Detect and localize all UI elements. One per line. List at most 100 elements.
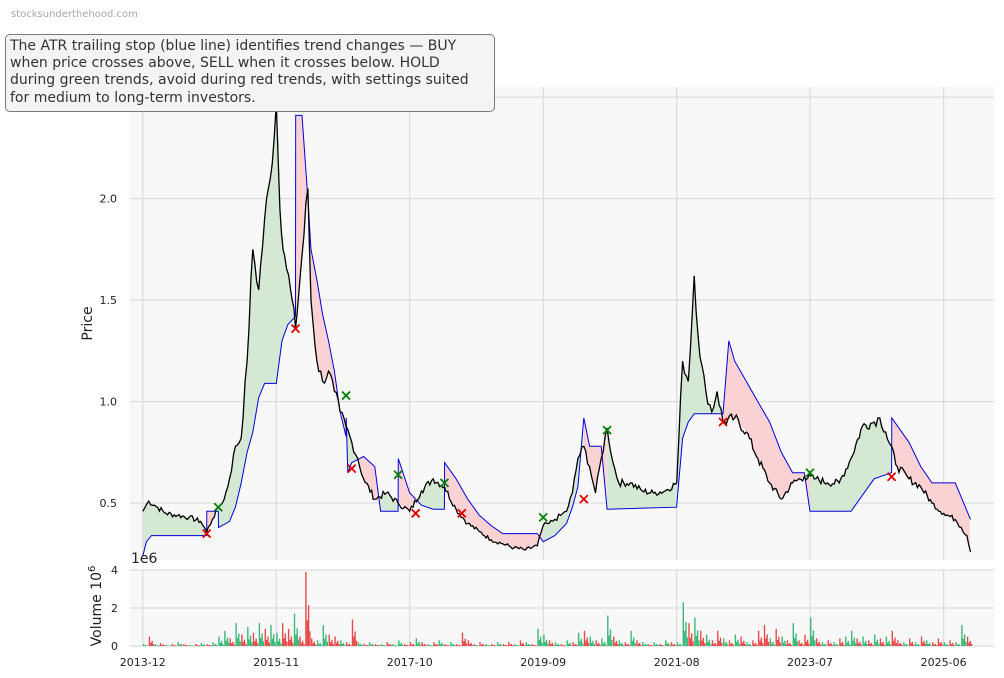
volume-bar <box>713 644 715 646</box>
volume-bar <box>146 645 149 647</box>
volume-bar <box>505 645 507 646</box>
volume-bar <box>303 644 305 646</box>
volume-bar <box>696 630 699 646</box>
volume-bar <box>654 644 657 646</box>
volume-bar <box>183 644 185 646</box>
volume-bar <box>187 645 189 647</box>
volume-bar <box>195 644 197 646</box>
volume-bar <box>924 644 927 646</box>
volume-bar <box>370 644 372 646</box>
volume-bar <box>460 645 462 647</box>
volume-bar <box>450 642 452 646</box>
volume-bar <box>881 643 883 646</box>
volume-bar <box>492 645 494 646</box>
volume-bar <box>289 640 291 646</box>
volume-bar <box>656 643 658 646</box>
volume-bar <box>523 644 526 646</box>
volume-bar <box>833 642 835 646</box>
uptrend-fill <box>607 282 723 510</box>
volume-bar <box>425 645 427 646</box>
volume-bar <box>586 637 588 646</box>
volume-bar <box>439 644 442 646</box>
volume-bar <box>702 637 704 646</box>
series-lines <box>142 103 972 557</box>
volume-bar <box>875 642 877 646</box>
volume-bar <box>814 640 816 646</box>
volume-bar <box>772 641 774 646</box>
buy-signal-marker <box>805 468 815 478</box>
volume-bar <box>293 613 296 646</box>
volume-bar <box>480 644 483 646</box>
volume-bar <box>723 638 725 646</box>
volume-bar <box>601 638 603 646</box>
volume-bar <box>161 645 163 646</box>
volume-bar <box>400 642 403 646</box>
volume-bar <box>335 642 338 646</box>
volume-bar <box>516 645 519 646</box>
volume-bar <box>380 644 382 646</box>
volume-bar <box>219 642 221 646</box>
downtrend-fill <box>444 463 543 550</box>
volume-bar <box>694 617 696 646</box>
volume-bar <box>340 640 342 646</box>
volume-bar <box>941 644 944 646</box>
volume-bar <box>402 644 404 646</box>
volume-bar <box>852 640 854 646</box>
volume-bar <box>364 645 367 646</box>
volume-bar <box>640 644 642 646</box>
volume-bar <box>747 644 749 646</box>
volume-bar <box>344 644 346 646</box>
volume-bar <box>872 644 874 646</box>
volume-bar <box>580 638 582 646</box>
volume-bar <box>206 644 209 646</box>
volume-bar <box>417 643 419 646</box>
volume-bar <box>509 644 511 646</box>
volume-bar <box>627 643 629 646</box>
volume-bar <box>451 644 453 646</box>
volume-bar <box>828 644 831 646</box>
volume-bar <box>670 642 673 646</box>
volume-bar <box>853 637 856 646</box>
volume-bar <box>883 644 886 646</box>
volume-bar <box>168 645 170 646</box>
volume-bar <box>792 623 794 646</box>
volume-bar <box>448 645 450 647</box>
volume-bar <box>341 644 343 646</box>
volume-bar <box>620 644 622 646</box>
volume-bar <box>557 643 559 646</box>
volume-bar <box>811 636 813 646</box>
volume-bar <box>519 640 522 646</box>
volume-bar <box>515 645 517 646</box>
volume-bar <box>454 645 456 646</box>
volume-bar <box>784 640 786 646</box>
volume-bar <box>193 645 195 647</box>
volume-bar <box>812 630 815 646</box>
volume-bar <box>940 641 942 646</box>
volume-bar <box>943 642 946 646</box>
volume-bar <box>282 623 284 646</box>
volume-bar <box>445 645 448 646</box>
volume-bar <box>554 642 557 646</box>
volume-bar <box>855 643 857 646</box>
volume-bar <box>956 644 958 646</box>
volume-tick-label: 0 <box>111 640 118 653</box>
volume-bar <box>389 643 391 646</box>
volume-bar <box>500 645 503 646</box>
volume-bar <box>776 640 779 646</box>
volume-bar <box>360 643 362 646</box>
volume-bar <box>667 642 670 646</box>
volume-bar <box>898 644 901 646</box>
volume-scale-label: 1e6 <box>131 551 158 567</box>
volume-bar <box>441 642 443 646</box>
volume-bar <box>348 643 351 646</box>
volume-bar <box>947 645 950 646</box>
volume-bar <box>808 643 810 646</box>
volume-bar <box>790 644 793 646</box>
volume-bar <box>665 640 667 646</box>
volume-bar <box>165 645 168 646</box>
sell-signal-marker <box>457 508 467 518</box>
volume-bar <box>917 643 919 646</box>
volume-bar <box>659 644 661 646</box>
volume-bar <box>435 643 438 646</box>
